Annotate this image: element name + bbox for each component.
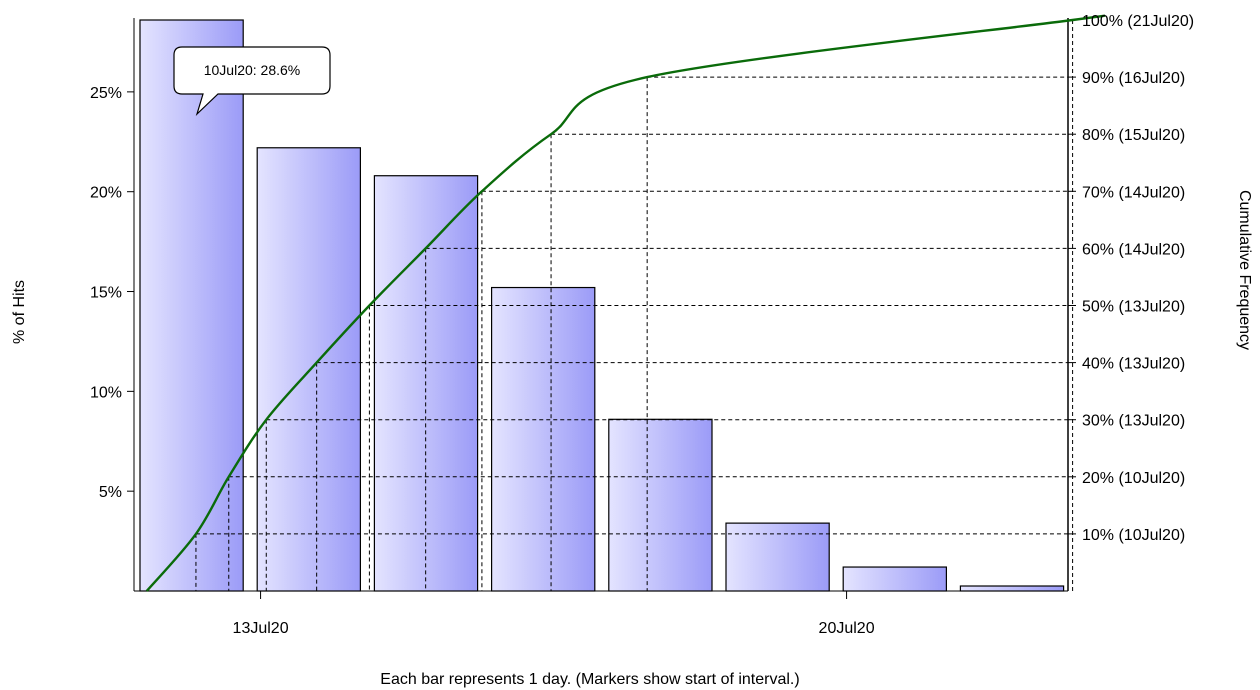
- y2-tick-label: 80% (15Jul20): [1082, 127, 1185, 144]
- y-tick-label: 15%: [90, 285, 122, 302]
- y2-tick-label: 70% (14Jul20): [1082, 184, 1185, 201]
- guides-layer: [195, 19, 1074, 591]
- y2-tick-label: 10% (10Jul20): [1082, 527, 1185, 544]
- bar-10Jul20: [139, 19, 244, 592]
- bar-13Jul20: [491, 286, 596, 592]
- labels-layer: 10% (10Jul20) 20% (10Jul20) 30% (13Jul20) 4…: [90, 13, 1194, 637]
- tooltip-callout: [173, 46, 331, 116]
- tooltip-text: 10Jul20: 28.6%: [204, 62, 301, 78]
- bar-tooltip: 10Jul20: 28.6%: [173, 46, 331, 116]
- x-tick-label: 20Jul20: [819, 620, 875, 637]
- bar-11Jul20: [256, 147, 362, 592]
- y2-tick-label: 90% (16Jul20): [1082, 70, 1185, 87]
- curve-layer: [145, 14, 1106, 592]
- y-axis-title: % of Hits: [11, 280, 28, 344]
- x-axis-title: Each bar represents 1 day. (Markers show…: [380, 671, 799, 688]
- bar-14Jul20: [608, 418, 713, 592]
- y-tick-label: 20%: [90, 185, 122, 202]
- y2-tick-label: 60% (14Jul20): [1082, 241, 1185, 258]
- bar-17Jul20: [959, 585, 1065, 592]
- y2-tick-label: 50% (13Jul20): [1082, 299, 1185, 316]
- y2-axis-title: Cumulative Frequency: [1236, 190, 1253, 350]
- bar-16Jul20: [842, 566, 948, 592]
- y2-tick-label: 30% (13Jul20): [1082, 413, 1185, 430]
- x-tick-label: 13Jul20: [233, 620, 289, 637]
- y2-tick-label: 100% (21Jul20): [1082, 13, 1194, 30]
- y2-tick-label: 20% (10Jul20): [1082, 470, 1185, 487]
- y-tick-label: 5%: [99, 484, 122, 501]
- y-tick-label: 25%: [90, 85, 122, 102]
- cumulative-frequency-line: [145, 14, 1106, 592]
- y2-tick-label: 40% (13Jul20): [1082, 356, 1185, 373]
- axes-layer: [127, 18, 1076, 599]
- bar-15Jul20: [725, 522, 830, 592]
- y-tick-label: 10%: [90, 384, 122, 401]
